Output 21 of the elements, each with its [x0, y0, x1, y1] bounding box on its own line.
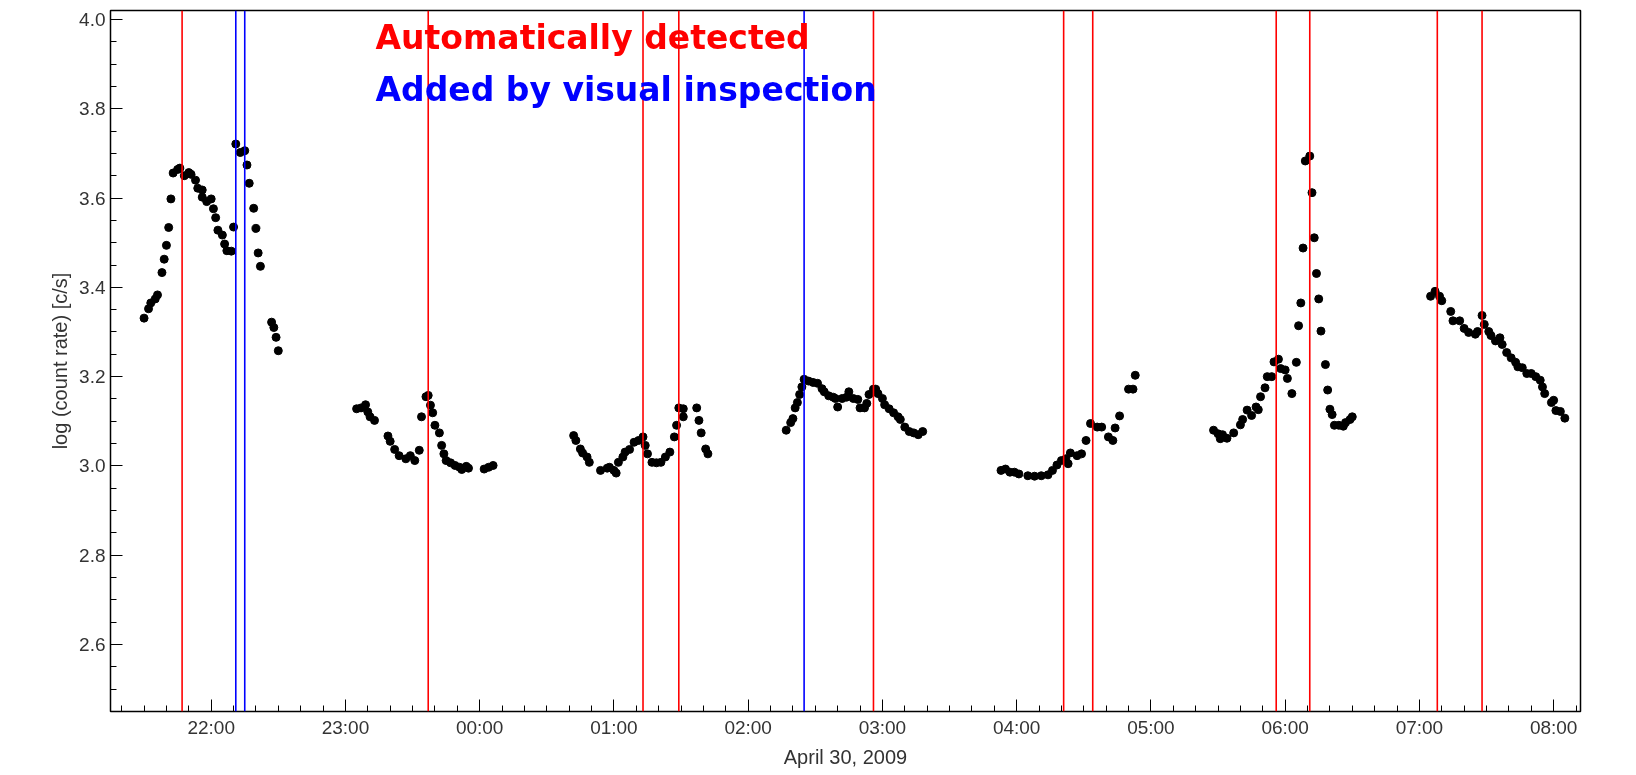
x-tick-label: 23:00	[321, 716, 370, 738]
x-tick-label: 00:00	[455, 716, 504, 738]
x-tick-label: 06:00	[1261, 716, 1309, 738]
x-tick-label: 07:00	[1395, 716, 1444, 738]
y-tick-label: 3.2	[79, 366, 106, 388]
x-tick-label: 02:00	[724, 716, 772, 738]
x-tick-label: 05:00	[1127, 716, 1175, 738]
x-tick-label: 08:00	[1529, 716, 1578, 738]
y-tick-label: 3.8	[79, 98, 106, 120]
x-axis-title: April 30, 2009	[783, 745, 908, 768]
x-tick-label: 03:00	[858, 716, 907, 738]
y-tick-label: 2.8	[79, 544, 106, 566]
y-tick-label: 4.0	[79, 8, 106, 30]
y-tick-label: 3.4	[79, 276, 106, 298]
x-tick-label: 22:00	[187, 716, 235, 738]
y-tick-label: 2.6	[79, 634, 106, 656]
y-axis-title: log (count rate) [c/s]	[49, 272, 72, 450]
x-tick-label: 04:00	[992, 716, 1041, 738]
x-tick-label: 01:00	[590, 716, 638, 738]
y-tick-label: 3.0	[79, 455, 106, 477]
y-tick-label: 3.6	[79, 187, 106, 209]
